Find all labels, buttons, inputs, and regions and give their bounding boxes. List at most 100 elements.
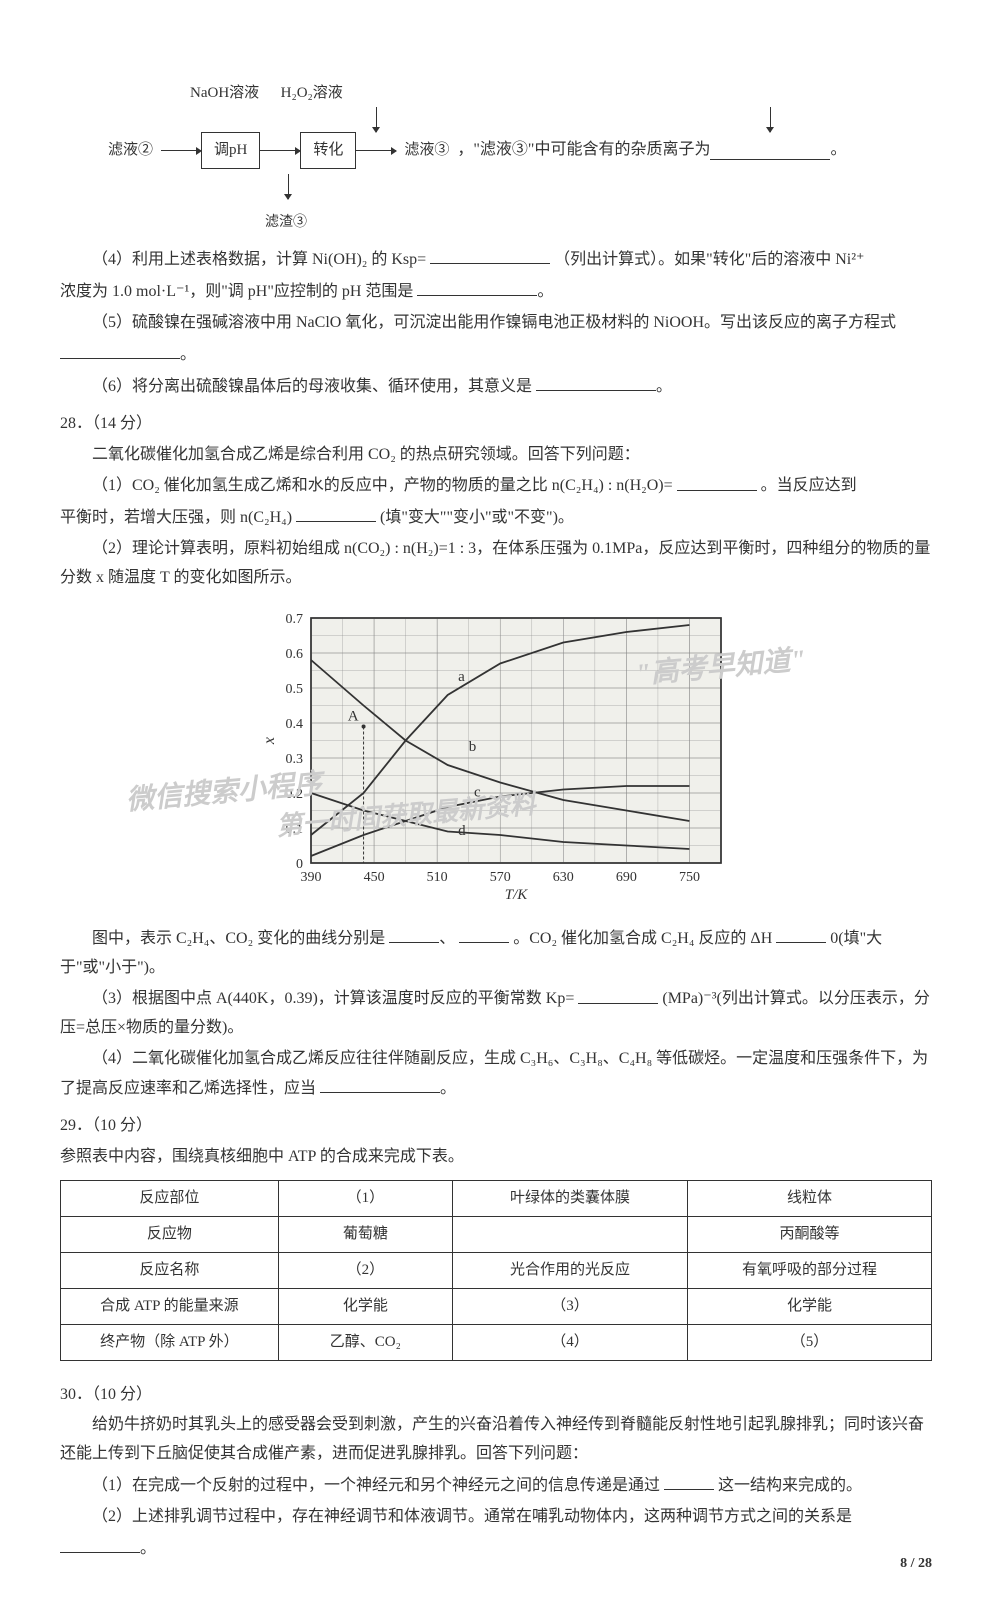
- blank-fill[interactable]: [417, 277, 537, 296]
- fc-tail: ，"滤液③"中可能含有的杂质离子为: [457, 136, 710, 165]
- page-number: 8 / 28: [900, 1551, 932, 1576]
- svg-text:0.3: 0.3: [286, 752, 304, 767]
- blank-fill[interactable]: [430, 245, 550, 264]
- q28-title: 28．（14 分）: [60, 410, 932, 439]
- table-cell: 线粒体: [688, 1180, 932, 1216]
- table-row: 终产物（除 ATP 外）乙醇、CO₂（4）（5）: [61, 1324, 932, 1360]
- fc-top-label-1: NaOH溶液: [190, 85, 259, 101]
- blank-fill[interactable]: [296, 503, 376, 522]
- svg-text:d: d: [458, 823, 466, 839]
- q28-4: （4）二氧化碳催化加氢合成乙烯反应往往伴随副反应，生成 C₃H₆、C₃H₈、C₄…: [60, 1045, 932, 1104]
- svg-text:0.7: 0.7: [286, 612, 304, 627]
- table-row: 反应名称（2）光合作用的光反应有氧呼吸的部分过程: [61, 1252, 932, 1288]
- blank-fill[interactable]: [60, 340, 180, 359]
- q28-2c-text: 。CO₂ 催化加氢合成 C₂H₄ 反应的 ΔH: [513, 930, 772, 947]
- blank-fill[interactable]: [677, 471, 757, 490]
- q27-4b-text: （列出计算式）。如果"转化"后的溶液中 Ni²⁺: [554, 251, 864, 268]
- q30-2b-text: 这一结构来完成的。: [718, 1477, 862, 1494]
- arrow-right-icon: [260, 150, 300, 151]
- blank-fill[interactable]: [60, 1534, 140, 1553]
- arrow-down-icon: [288, 174, 289, 199]
- svg-text:x: x: [261, 737, 278, 745]
- arrow-down-icon: [770, 107, 771, 132]
- svg-text:750: 750: [679, 870, 700, 885]
- q30-title: 30．（10 分）: [60, 1381, 932, 1410]
- table-cell: （1）: [278, 1180, 452, 1216]
- q30-3: （2）上述排乳调节过程中，存在神经调节和体液调节。通常在哺乳动物体内，这两种调节…: [60, 1503, 932, 1532]
- q28-1c-text: 平衡时，若增大压强，则 n(C₂H₄): [60, 509, 292, 526]
- svg-text:390: 390: [301, 870, 322, 885]
- table-cell: 叶绿体的类囊体膜: [452, 1180, 687, 1216]
- q30-2: （1）在完成一个反射的过程中，一个神经元和另个神经元之间的信息传递是通过 这一结…: [60, 1471, 932, 1501]
- arrow-right-icon: [356, 150, 396, 151]
- svg-text:630: 630: [553, 870, 574, 885]
- fc-top-label-2: H₂O₂溶液: [281, 85, 343, 101]
- q27-4a-text: （4）利用上述表格数据，计算 Ni(OH)₂ 的 Ksp=: [92, 251, 426, 268]
- q28-intro: 二氧化碳催化加氢合成乙烯是综合利用 CO₂ 的热点研究领域。回答下列问题：: [60, 441, 932, 470]
- table-cell: 葡萄糖: [278, 1216, 452, 1252]
- fc-bottom-out: 滤渣③: [265, 215, 307, 230]
- table-cell: 反应物: [61, 1216, 279, 1252]
- blank-fill[interactable]: [320, 1074, 440, 1093]
- table-cell: （5）: [688, 1324, 932, 1360]
- blank-fill[interactable]: [664, 1471, 714, 1490]
- q28-1: （1）CO₂ 催化加氢生成乙烯和水的反应中，产物的物质的量之比 n(C₂H₄) …: [60, 471, 932, 501]
- arrow-down-icon: [376, 107, 377, 132]
- q28-2b-text: 图中，表示 C₂H₄、CO₂ 变化的曲线分别是: [92, 930, 385, 947]
- blank-fill[interactable]: [389, 924, 439, 943]
- table-cell: 终产物（除 ATP 外）: [61, 1324, 279, 1360]
- blank-fill[interactable]: [578, 984, 658, 1003]
- q28-2b: 图中，表示 C₂H₄、CO₂ 变化的曲线分别是 、 。CO₂ 催化加氢合成 C₂…: [60, 924, 932, 983]
- fc-box-convert: 转化: [300, 132, 356, 169]
- svg-text:0.1: 0.1: [286, 822, 304, 837]
- q30-1: 给奶牛挤奶时其乳头上的感受器会受到刺激，产生的兴奋沿着传入神经传到脊髓能反射性地…: [60, 1411, 932, 1469]
- table-cell: 乙醇、CO₂: [278, 1324, 452, 1360]
- blank-fill[interactable]: [459, 924, 509, 943]
- table-cell: 光合作用的光反应: [452, 1252, 687, 1288]
- q27-6-text: （6）将分离出硫酸镍晶体后的母液收集、循环使用，其意义是: [92, 378, 532, 395]
- table-cell: （2）: [278, 1252, 452, 1288]
- q28-3: （3）根据图中点 A(440K，0.39)，计算该温度时反应的平衡常数 Kp= …: [60, 984, 932, 1043]
- q28-3a-text: （3）根据图中点 A(440K，0.39)，计算该温度时反应的平衡常数 Kp=: [92, 991, 574, 1008]
- table-cell: 化学能: [278, 1288, 452, 1324]
- svg-text:0.6: 0.6: [286, 647, 304, 662]
- svg-text:0.5: 0.5: [286, 682, 304, 697]
- table-row: 反应物葡萄糖丙酮酸等: [61, 1216, 932, 1252]
- table-row: 合成 ATP 的能量来源化学能（3）化学能: [61, 1288, 932, 1324]
- arrow-right-icon: [161, 150, 201, 151]
- period: 。: [830, 136, 846, 165]
- table-cell: [452, 1216, 687, 1252]
- blank-fill[interactable]: [710, 141, 830, 160]
- fc-right-out: 滤液③: [404, 137, 449, 164]
- q29-intro: 参照表中内容，围绕真核细胞中 ATP 的合成来完成下表。: [60, 1143, 932, 1172]
- table-row: 反应部位（1）叶绿体的类囊体膜线粒体: [61, 1180, 932, 1216]
- svg-text:690: 690: [616, 870, 637, 885]
- blank-fill[interactable]: [536, 372, 656, 391]
- fc-left-in: 滤液②: [108, 137, 153, 164]
- flowchart-diagram: NaOH溶液 H₂O₂溶液 滤液② 调pH 转化 滤液③ ，"滤液③"中可能含有…: [100, 80, 932, 235]
- table-cell: 合成 ATP 的能量来源: [61, 1288, 279, 1324]
- q28-1d-text: (填"变大""变小"或"不变")。: [380, 509, 574, 526]
- q29-title: 29．（10 分）: [60, 1112, 932, 1141]
- line-chart: 39045051057063069075000.10.20.30.40.50.6…: [256, 603, 736, 903]
- svg-text:c: c: [474, 784, 481, 800]
- svg-text:A: A: [348, 708, 359, 724]
- chart-container: 39045051057063069075000.10.20.30.40.50.6…: [60, 603, 932, 914]
- svg-text:b: b: [469, 739, 477, 755]
- table-cell: 反应部位: [61, 1180, 279, 1216]
- q28-1b-text: 。当反应达到: [761, 478, 857, 495]
- q28-2a: （2）理论计算表明，原料初始组成 n(CO₂) : n(H₂)=1 : 3，在体…: [60, 535, 932, 593]
- q28-1c: 平衡时，若增大压强，则 n(C₂H₄) (填"变大""变小"或"不变")。: [60, 503, 932, 533]
- table-cell: 有氧呼吸的部分过程: [688, 1252, 932, 1288]
- svg-text:a: a: [458, 669, 465, 685]
- q27-4: （4）利用上述表格数据，计算 Ni(OH)₂ 的 Ksp= （列出计算式）。如果…: [60, 245, 932, 275]
- svg-text:T/K: T/K: [505, 887, 529, 903]
- table-cell: （4）: [452, 1324, 687, 1360]
- svg-text:450: 450: [364, 870, 385, 885]
- blank-fill[interactable]: [776, 924, 826, 943]
- q27-5: （5）硫酸镍在强碱溶液中用 NaClO 氧化，可沉淀出能用作镍镉电池正极材料的 …: [60, 309, 932, 338]
- q27-4c-text: 浓度为 1.0 mol·L⁻¹，则"调 pH"应控制的 pH 范围是: [60, 283, 413, 300]
- table-cell: 反应名称: [61, 1252, 279, 1288]
- table-cell: （3）: [452, 1288, 687, 1324]
- q30-2a-text: （1）在完成一个反射的过程中，一个神经元和另个神经元之间的信息传递是通过: [92, 1477, 660, 1494]
